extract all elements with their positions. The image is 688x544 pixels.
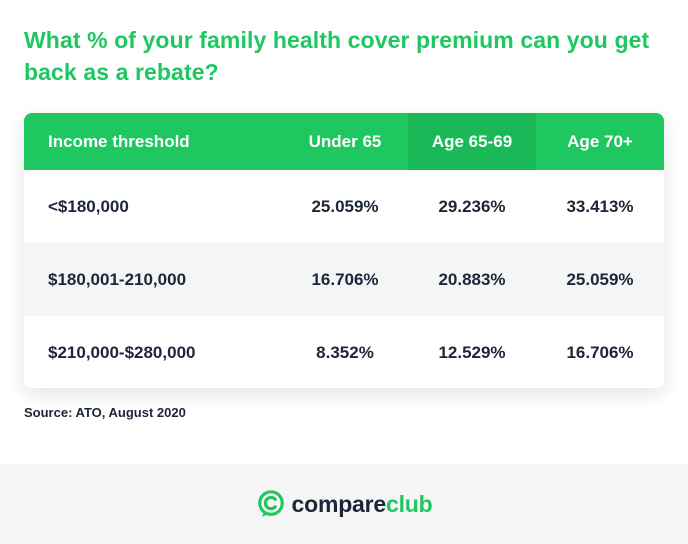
income-threshold-cell: $180,001-210,000 [48, 269, 187, 289]
rebate-table: Income threshold Under 65 Age 65-69 Age … [24, 113, 664, 388]
age-65-69-cell: 12.529% [438, 342, 506, 362]
under-65-cell: 16.706% [311, 269, 379, 289]
under-65-cell: 8.352% [316, 342, 374, 362]
table-row: $180,001-210,000 16.706% 20.883% 25.059% [24, 243, 664, 316]
age-65-69-cell: 29.236% [438, 196, 506, 216]
page-title: What % of your family health cover premi… [24, 27, 650, 85]
header-income-threshold: Income threshold [48, 131, 190, 151]
income-threshold-cell: $210,000-$280,000 [48, 342, 196, 362]
age-65-69-cell: 20.883% [438, 269, 506, 289]
brand-name-club: club [386, 490, 433, 517]
age-70-plus-cell: 16.706% [566, 342, 634, 362]
compareclub-logo-icon [257, 490, 284, 518]
table-header-row: Income threshold Under 65 Age 65-69 Age … [24, 113, 664, 170]
footer: compareclub [0, 464, 688, 544]
income-threshold-cell: <$180,000 [48, 196, 129, 216]
header-under-65: Under 65 [308, 131, 382, 151]
source-note: Source: ATO, August 2020 [24, 405, 186, 420]
table-row: $210,000-$280,000 8.352% 12.529% 16.706% [24, 316, 664, 388]
age-70-plus-cell: 25.059% [566, 269, 634, 289]
table-row: <$180,000 25.059% 29.236% 33.413% [24, 170, 664, 243]
brand-logo[interactable]: compareclub [256, 489, 433, 519]
under-65-cell: 25.059% [311, 196, 379, 216]
header-age-65-69: Age 65-69 [408, 113, 536, 170]
brand-name-compare: compare [291, 490, 387, 517]
age-70-plus-cell: 33.413% [566, 196, 634, 216]
header-age-70-plus: Age 70+ [567, 131, 633, 151]
brand-wordmark: compareclub [292, 491, 433, 518]
